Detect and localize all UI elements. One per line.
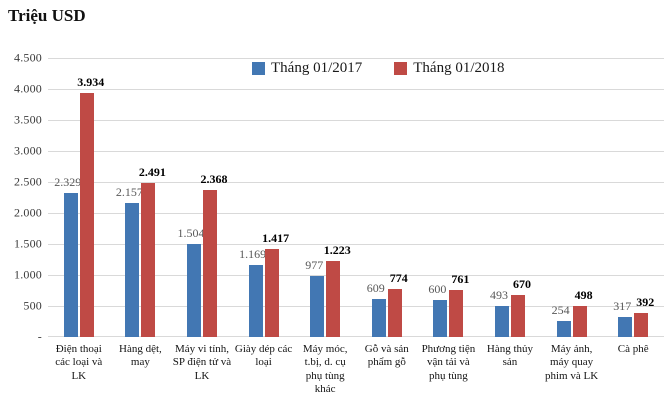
y-tick-4500: 4.500 bbox=[14, 50, 42, 65]
gridline-2500 bbox=[48, 182, 664, 183]
legend-label-2018: Tháng 01/2018 bbox=[413, 60, 505, 76]
gridline-3500 bbox=[48, 120, 664, 121]
gridline-4500 bbox=[48, 58, 664, 59]
x-label-2: Hàng dệt, may bbox=[119, 343, 162, 369]
bar-group-4: 1.169 1.417 bbox=[233, 58, 295, 337]
data-label-2018-5: 1.223 bbox=[323, 243, 351, 257]
bar-group-7: 600 761 bbox=[418, 58, 480, 337]
gridline-0 bbox=[48, 336, 664, 337]
bar-2017-5 bbox=[310, 276, 325, 337]
bar-2018-4 bbox=[264, 249, 279, 337]
gridline-500 bbox=[48, 306, 664, 307]
bar-2018-7 bbox=[449, 290, 464, 337]
bar-2018-2 bbox=[141, 183, 156, 337]
bar-2018-9 bbox=[572, 306, 587, 337]
y-tick-1000: 1.000 bbox=[14, 267, 42, 282]
data-label-2017-6: 609 bbox=[366, 281, 385, 295]
x-label-10: Cà phê bbox=[617, 343, 649, 355]
y-tick-1500: 1.500 bbox=[14, 236, 42, 251]
data-label-2018-10: 392 bbox=[636, 295, 655, 309]
gridline-1000 bbox=[48, 275, 664, 276]
x-label-5: Máy móc, t.bị, d. cụ phụ tùng khác bbox=[302, 343, 348, 396]
bar-2017-2 bbox=[125, 203, 140, 337]
bar-2018-6 bbox=[387, 289, 402, 337]
gridline-3000 bbox=[48, 151, 664, 152]
bar-2017-4 bbox=[248, 265, 263, 337]
y-tick-3500: 3.500 bbox=[14, 112, 42, 127]
bar-2018-10 bbox=[634, 313, 649, 337]
data-label-2017-1: 2.329 bbox=[54, 175, 82, 189]
data-label-2018-8: 670 bbox=[512, 277, 531, 291]
gridline-4000 bbox=[48, 89, 664, 90]
data-label-2017-7: 600 bbox=[428, 282, 447, 296]
x-label-1: Điện thoại các loại và LK bbox=[55, 343, 103, 382]
bar-2018-5 bbox=[326, 261, 341, 337]
y-tick-3000: 3.000 bbox=[14, 143, 42, 158]
legend: Tháng 01/2017 Tháng 01/2018 bbox=[252, 60, 505, 77]
bar-group-6: 609 774 bbox=[356, 58, 418, 337]
gridline-2000 bbox=[48, 213, 664, 214]
y-tick-0: - bbox=[37, 329, 42, 344]
y-tick-4000: 4.000 bbox=[14, 81, 42, 96]
chart-title: Triệu USD bbox=[8, 6, 86, 25]
bar-group-2: 2.157 2.491 bbox=[110, 58, 172, 337]
x-label-6: Gỗ và sản phẩm gỗ bbox=[364, 343, 409, 369]
bar-group-1: 2.329 3.934 bbox=[48, 58, 110, 337]
data-label-2017-4: 1.169 bbox=[239, 247, 267, 261]
bar-2017-10 bbox=[618, 317, 633, 337]
legend-item-2018: Tháng 01/2018 bbox=[394, 60, 505, 77]
bar-2017-6 bbox=[371, 299, 386, 337]
data-label-2018-7: 761 bbox=[451, 272, 470, 286]
data-label-2017-8: 493 bbox=[489, 288, 508, 302]
bar-2018-3 bbox=[202, 190, 217, 337]
bar-group-9: 254 498 bbox=[541, 58, 603, 337]
bar-2017-7 bbox=[433, 300, 448, 337]
x-label-3: Máy vi tính, SP điện tử và LK bbox=[172, 343, 232, 382]
bar-group-5: 977 1.223 bbox=[294, 58, 356, 337]
data-label-2017-9: 254 bbox=[551, 303, 570, 317]
y-tick-2500: 2.500 bbox=[14, 174, 42, 189]
bar-2018-8 bbox=[510, 295, 525, 337]
plot-area: 2.329 3.934 2.157 2.491 1.504 2.368 1.169 1.417… bbox=[48, 58, 664, 337]
y-tick-500: 500 bbox=[23, 298, 42, 313]
gridline-1500 bbox=[48, 244, 664, 245]
legend-item-2017: Tháng 01/2017 bbox=[252, 60, 362, 77]
data-label-2018-9: 498 bbox=[574, 288, 593, 302]
legend-swatch-2017 bbox=[252, 62, 265, 75]
bar-group-10: 317 392 bbox=[602, 58, 664, 337]
data-label-2018-2: 2.491 bbox=[138, 165, 166, 179]
x-label-7: Phương tiện vận tải và phụ tùng bbox=[421, 343, 476, 382]
legend-label-2017: Tháng 01/2017 bbox=[271, 60, 363, 76]
data-label-2017-2: 2.157 bbox=[115, 185, 143, 199]
bar-2017-8 bbox=[494, 306, 509, 337]
data-label-2017-10: 317 bbox=[613, 299, 632, 313]
data-label-2018-3: 2.368 bbox=[200, 172, 228, 186]
data-label-2017-3: 1.504 bbox=[177, 226, 205, 240]
y-tick-2000: 2.000 bbox=[14, 205, 42, 220]
bar-2017-1 bbox=[63, 193, 78, 337]
x-label-8: Hàng thủy sản bbox=[486, 343, 534, 369]
data-label-2017-5: 977 bbox=[305, 258, 324, 272]
x-label-9: Máy ảnh, máy quay phim và LK bbox=[545, 343, 599, 382]
bar-2017-9 bbox=[556, 321, 571, 337]
data-label-2018-4: 1.417 bbox=[262, 231, 290, 245]
y-axis: - 500 1.000 1.500 2.000 2.500 3.000 3.500 4.000 4… bbox=[2, 51, 44, 344]
legend-swatch-2018 bbox=[394, 62, 408, 75]
bar-group-8: 493 670 bbox=[479, 58, 541, 337]
x-label-4: Giày dép các loại bbox=[234, 343, 293, 369]
data-label-2018-6: 774 bbox=[389, 271, 408, 285]
bar-2017-3 bbox=[186, 244, 201, 337]
bar-2018-1 bbox=[79, 93, 94, 337]
bar-group-3: 1.504 2.368 bbox=[171, 58, 233, 337]
data-label-2018-1: 3.934 bbox=[77, 75, 105, 89]
